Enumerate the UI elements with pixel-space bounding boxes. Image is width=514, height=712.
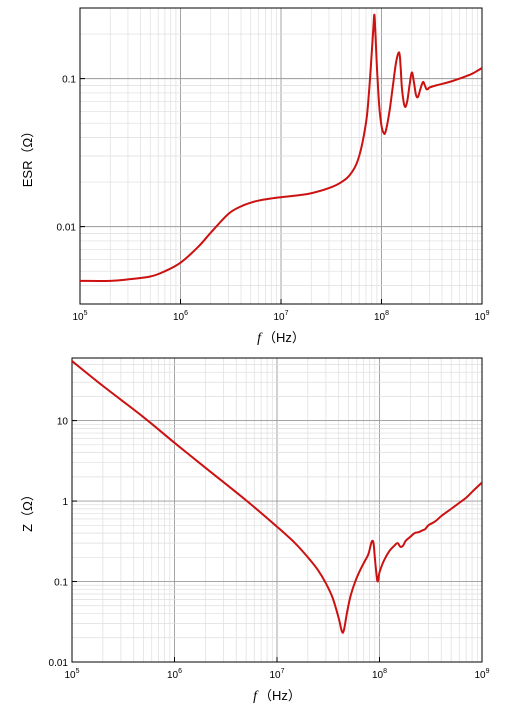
y-tick-label: 0.01 (57, 223, 77, 234)
x-tick-label: 108 (372, 668, 387, 681)
x-tick-label: 107 (273, 310, 288, 323)
y-axis-label: ESR（Ω） (20, 125, 35, 187)
chart-2: 105 106 107 108 109 0.01 0.1 1 10 f （Hz） Z（Ω） (20, 357, 490, 704)
series-line (72, 360, 482, 634)
y-tick-label: 0.01 (49, 658, 69, 669)
y-tick-label: 10 (57, 417, 69, 428)
x-tick-label: 109 (474, 668, 489, 681)
y-tick-label: 1 (62, 497, 68, 508)
grid (79, 7, 482, 305)
y-tick-label: 0.1 (54, 578, 68, 589)
x-tick-label: 107 (269, 668, 284, 681)
chart-1: 105 106 107 108 109 0.01 0.1 f （Hz） ESR（Ω） (20, 7, 490, 346)
x-tick-label: 105 (64, 668, 79, 681)
x-tick-label: 109 (474, 310, 489, 323)
x-tick-label: 106 (173, 310, 188, 323)
y-axis-label: Z（Ω） (20, 488, 35, 532)
y-tick-label: 0.1 (62, 75, 76, 86)
x-tick-label: 105 (72, 310, 87, 323)
x-axis-label: f （Hz） (257, 330, 305, 346)
series-line (80, 13, 482, 282)
x-tick-label: 108 (374, 310, 389, 323)
x-tick-label: 106 (167, 668, 182, 681)
x-axis-label: f （Hz） (253, 688, 301, 704)
